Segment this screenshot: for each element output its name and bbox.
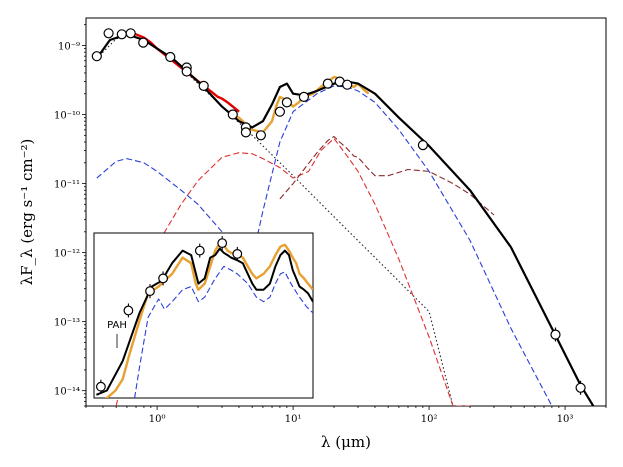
x-tick-label-1: 10¹ xyxy=(285,414,302,425)
main-point-12 xyxy=(255,130,266,141)
main-series-5 xyxy=(115,137,470,406)
main-point-14 xyxy=(281,97,292,108)
main-point-15 xyxy=(298,91,309,103)
main-point-4 xyxy=(138,37,149,48)
main-point-7 xyxy=(181,66,192,77)
main-point-3 xyxy=(125,28,136,39)
y-axis-label: λF_λ (erg s⁻¹ cm⁻²) xyxy=(18,139,36,286)
inset-point-1 xyxy=(123,305,134,316)
main-point-11 xyxy=(240,127,251,138)
y-tick-label-1: 10⁻¹³ xyxy=(54,318,80,329)
photometry-points xyxy=(91,28,586,395)
main-point-5 xyxy=(165,51,176,63)
inset-plot: PAH xyxy=(93,232,314,399)
inset-annotations: PAH xyxy=(107,320,127,348)
main-series-6 xyxy=(279,135,495,216)
inset-point-2 xyxy=(145,286,155,297)
inset-point-5 xyxy=(217,238,228,249)
x-tick-label-2: 10² xyxy=(421,414,438,425)
main-point-9 xyxy=(227,109,238,120)
main-plot-area: 10⁰ 10¹ 10² 10³ 10⁻¹⁴10⁻¹³10⁻¹²10⁻¹¹10⁻¹⁰10… xyxy=(54,17,607,425)
main-point-18 xyxy=(342,79,353,90)
main-point-16 xyxy=(322,78,333,89)
inset-point-6 xyxy=(232,248,243,259)
x-tick-label-0: 10⁰ xyxy=(149,414,166,425)
y-tick-label-5: 10⁻⁹ xyxy=(58,41,80,52)
inset-series-0 xyxy=(96,247,313,396)
main-axes-frame xyxy=(85,17,607,407)
main-point-19 xyxy=(417,140,428,151)
y-tick-label-3: 10⁻¹¹ xyxy=(54,180,80,191)
main-point-8 xyxy=(198,80,209,92)
y-axis-ticks: 10⁻¹⁴ 10⁻¹³ 10⁻¹² 10⁻¹¹ 10⁻¹⁰ 10⁻⁹ xyxy=(54,24,86,407)
main-point-20 xyxy=(550,329,561,340)
inset-point-4 xyxy=(194,245,205,256)
main-point-13 xyxy=(274,106,285,117)
inset-point-3 xyxy=(158,273,169,284)
x-axis-ticks: 10⁰ 10¹ 10² 10³ xyxy=(85,406,607,425)
inset-point-0 xyxy=(95,381,106,392)
x-axis-label: λ (μm) xyxy=(321,433,371,451)
main-point-21 xyxy=(575,382,586,393)
inset-frame xyxy=(93,232,314,399)
inset-photometry-points xyxy=(95,236,243,394)
x-tick-label-3: 10³ xyxy=(557,414,574,425)
y-tick-label-4: 10⁻¹⁰ xyxy=(54,111,80,122)
inset-series-2 xyxy=(134,265,313,398)
main-point-2 xyxy=(116,29,127,40)
main-point-1 xyxy=(103,28,114,39)
y-tick-label-2: 10⁻¹² xyxy=(54,249,80,260)
main-series-4 xyxy=(96,85,553,406)
main-point-0 xyxy=(91,51,102,62)
y-tick-label-0: 10⁻¹⁴ xyxy=(54,387,80,398)
pah-annotation-0: PAH xyxy=(107,320,127,331)
